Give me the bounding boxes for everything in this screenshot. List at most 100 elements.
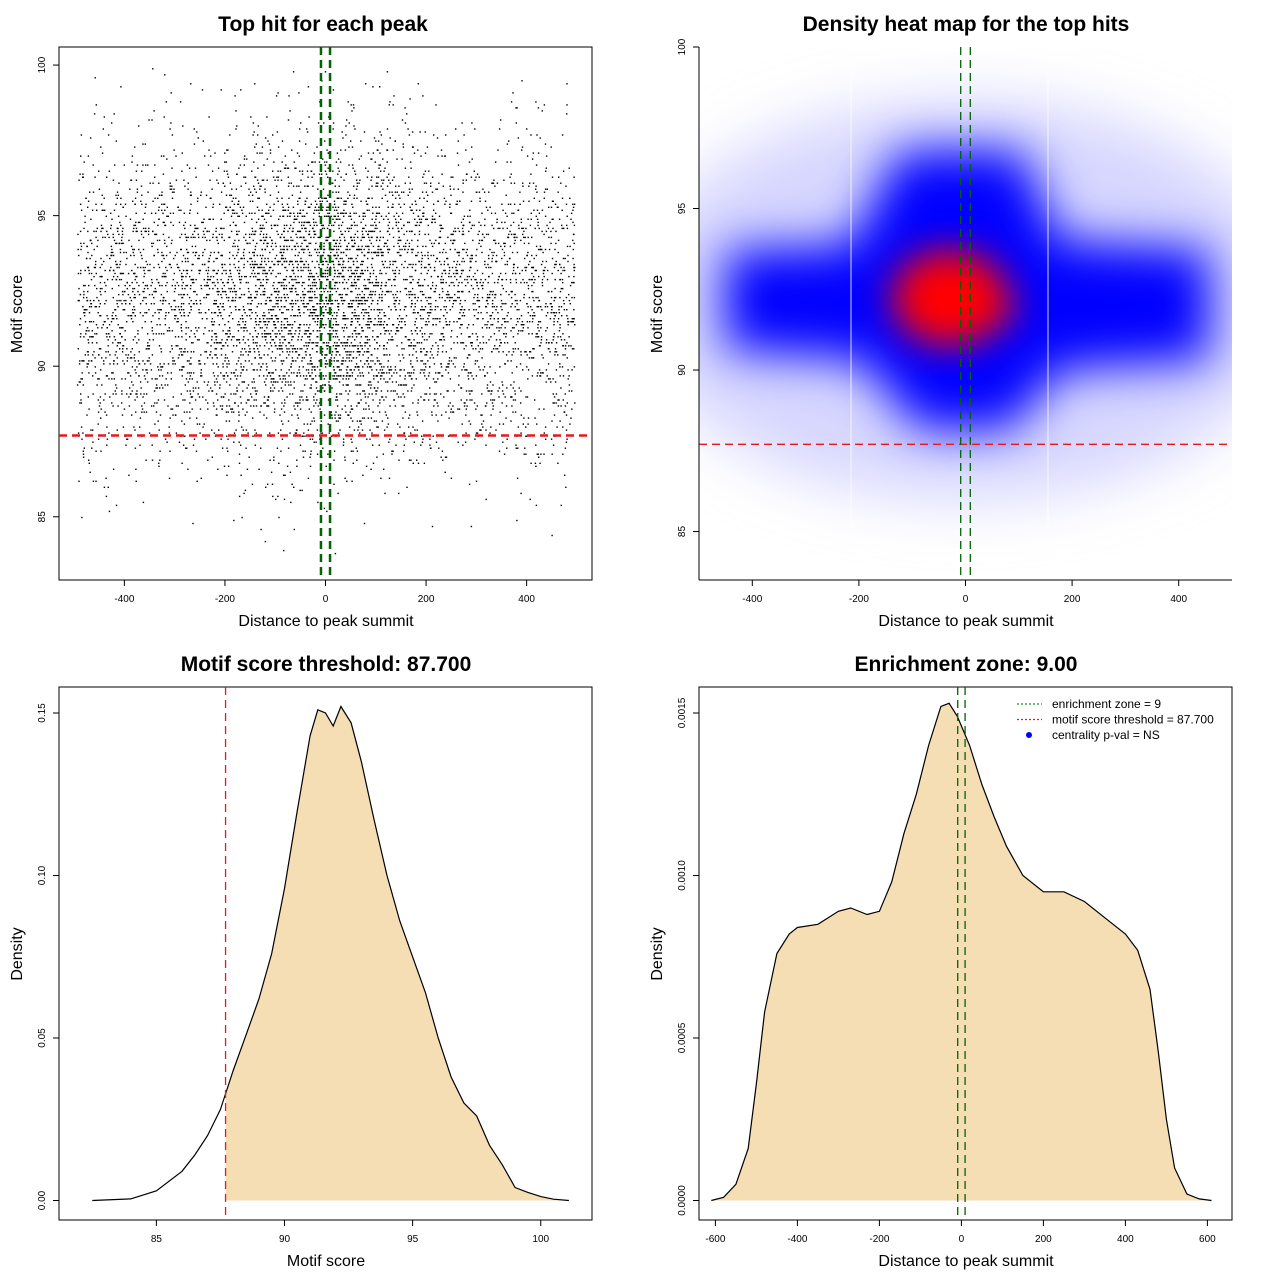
scatter-point	[442, 290, 444, 293]
scatter-point	[181, 354, 184, 356]
scatter-point	[175, 405, 178, 407]
scatter-point	[264, 402, 266, 404]
scatter-point	[286, 245, 288, 248]
scatter-point	[143, 393, 145, 395]
scatter-point	[299, 212, 301, 214]
scatter-point	[245, 281, 247, 284]
scatter-point	[254, 390, 257, 392]
scatter-point	[305, 306, 308, 308]
scatter-point	[395, 224, 397, 227]
scatter-point	[306, 197, 308, 199]
scatter-point	[540, 453, 542, 455]
scatter-point	[212, 269, 214, 272]
scatter-point	[503, 251, 506, 254]
scatter-point	[275, 369, 277, 371]
scatter-point	[206, 239, 208, 242]
scatter-point	[177, 345, 179, 347]
scatter-point	[423, 197, 425, 199]
scatter-point	[302, 435, 304, 437]
scatter-point	[469, 354, 471, 356]
scatter-point	[359, 272, 362, 275]
scatter-point	[130, 357, 133, 359]
scatter-point	[446, 296, 448, 299]
scatter-point	[387, 360, 389, 362]
scatter-point	[229, 290, 232, 293]
scatter-point	[101, 263, 103, 266]
scatter-point	[515, 122, 517, 124]
scatter-point	[342, 357, 344, 359]
scatter-point	[323, 303, 325, 305]
scatter-point	[255, 284, 257, 287]
scatter-point	[546, 306, 549, 308]
scatter-point	[313, 441, 315, 443]
scatter-point	[158, 345, 161, 347]
scatter-point	[462, 233, 465, 236]
scatter-point	[152, 200, 154, 202]
scatter-point	[189, 212, 191, 214]
scatter-point	[333, 360, 335, 362]
scatter-point	[238, 275, 241, 278]
scatter-point	[483, 236, 486, 239]
scatter-point	[228, 399, 230, 401]
scatter-point	[331, 299, 333, 302]
scatter-point	[277, 299, 279, 302]
scatter-point	[107, 339, 109, 341]
scatter-point	[322, 299, 324, 302]
scatter-point	[386, 266, 388, 269]
scatter-point	[294, 408, 296, 410]
scatter-point	[466, 405, 468, 407]
scatter-point	[130, 254, 132, 257]
scatter-point	[139, 221, 141, 224]
scatter-point	[117, 230, 119, 233]
scatter-point	[240, 354, 242, 356]
scatter-point	[306, 131, 309, 133]
scatter-point	[297, 336, 300, 338]
scatter-point	[396, 345, 398, 347]
scatter-point	[380, 321, 382, 323]
scatter-point	[541, 230, 543, 233]
scatter-point	[103, 321, 105, 323]
scatter-point	[479, 429, 481, 431]
scatter-point	[454, 275, 456, 278]
scatter-point	[379, 269, 381, 272]
scatter-point	[121, 272, 123, 275]
scatter-point	[500, 293, 502, 296]
scatter-point	[416, 281, 419, 284]
scatter-point	[141, 327, 143, 329]
scatter-point	[411, 378, 413, 380]
scatter-point	[363, 390, 365, 392]
scatter-point	[77, 348, 79, 350]
scatter-point	[272, 284, 274, 287]
scatter-point	[504, 396, 506, 398]
scatter-point	[422, 245, 424, 248]
scatter-point	[502, 423, 505, 425]
scatter-point	[514, 399, 517, 401]
scatter-point	[406, 266, 409, 269]
scatter-point	[116, 363, 119, 365]
scatter-point	[294, 333, 296, 335]
scatter-point	[408, 242, 411, 245]
scatter-point	[77, 272, 80, 275]
scatter-point	[360, 312, 363, 314]
scatter-point	[456, 152, 459, 154]
scatter-point	[368, 408, 370, 410]
scatter-point	[532, 357, 535, 359]
scatter-point	[450, 348, 452, 350]
scatter-point	[353, 299, 355, 302]
scatter-point	[516, 107, 518, 109]
scatter-point	[140, 233, 143, 236]
scatter-point	[90, 218, 92, 220]
scatter-point	[400, 384, 403, 386]
scatter-point	[320, 432, 322, 434]
scatter-point	[518, 227, 520, 230]
scatter-point	[466, 248, 468, 251]
scatter-point	[416, 299, 419, 302]
scatter-point	[522, 324, 524, 326]
scatter-point	[175, 345, 177, 347]
scatter-point	[355, 281, 357, 284]
scatter-point	[280, 236, 282, 239]
scatter-point	[322, 375, 325, 377]
scatter-point	[192, 263, 194, 266]
scatter-point	[508, 140, 510, 142]
scatter-point	[99, 290, 101, 293]
